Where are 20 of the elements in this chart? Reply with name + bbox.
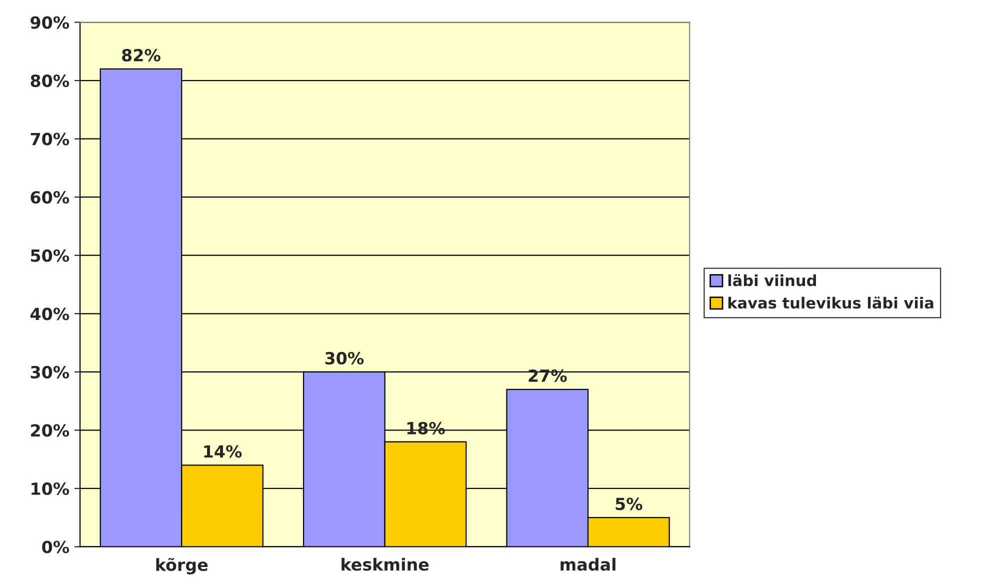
y-tick-label: 50% bbox=[31, 249, 70, 262]
data-label: 5% bbox=[616, 498, 642, 510]
legend-label: kavas tulevikus läbi viia bbox=[728, 296, 934, 309]
y-tick-label: 10% bbox=[32, 482, 70, 496]
y-tick-label: 70% bbox=[30, 132, 70, 146]
x-tick-label: keskmine bbox=[342, 558, 429, 571]
data-label: 14% bbox=[204, 445, 242, 458]
y-tick-label: 40% bbox=[30, 308, 70, 320]
data-label: 82% bbox=[122, 48, 160, 62]
y-tick-label: 60% bbox=[30, 191, 70, 204]
data-label: 27% bbox=[528, 369, 567, 382]
x-tick-label: kõrge bbox=[156, 558, 208, 574]
y-tick-label: 0% bbox=[42, 540, 70, 554]
x-tick-label: madal bbox=[560, 558, 616, 571]
y-tick-label: 90% bbox=[30, 16, 70, 29]
y-tick-label: 80% bbox=[30, 74, 70, 88]
data-label: 30% bbox=[325, 352, 364, 365]
y-tick-label: 20% bbox=[31, 424, 70, 437]
y-tick-label: 30% bbox=[30, 366, 70, 378]
legend-label: läbi viinud bbox=[728, 274, 816, 286]
